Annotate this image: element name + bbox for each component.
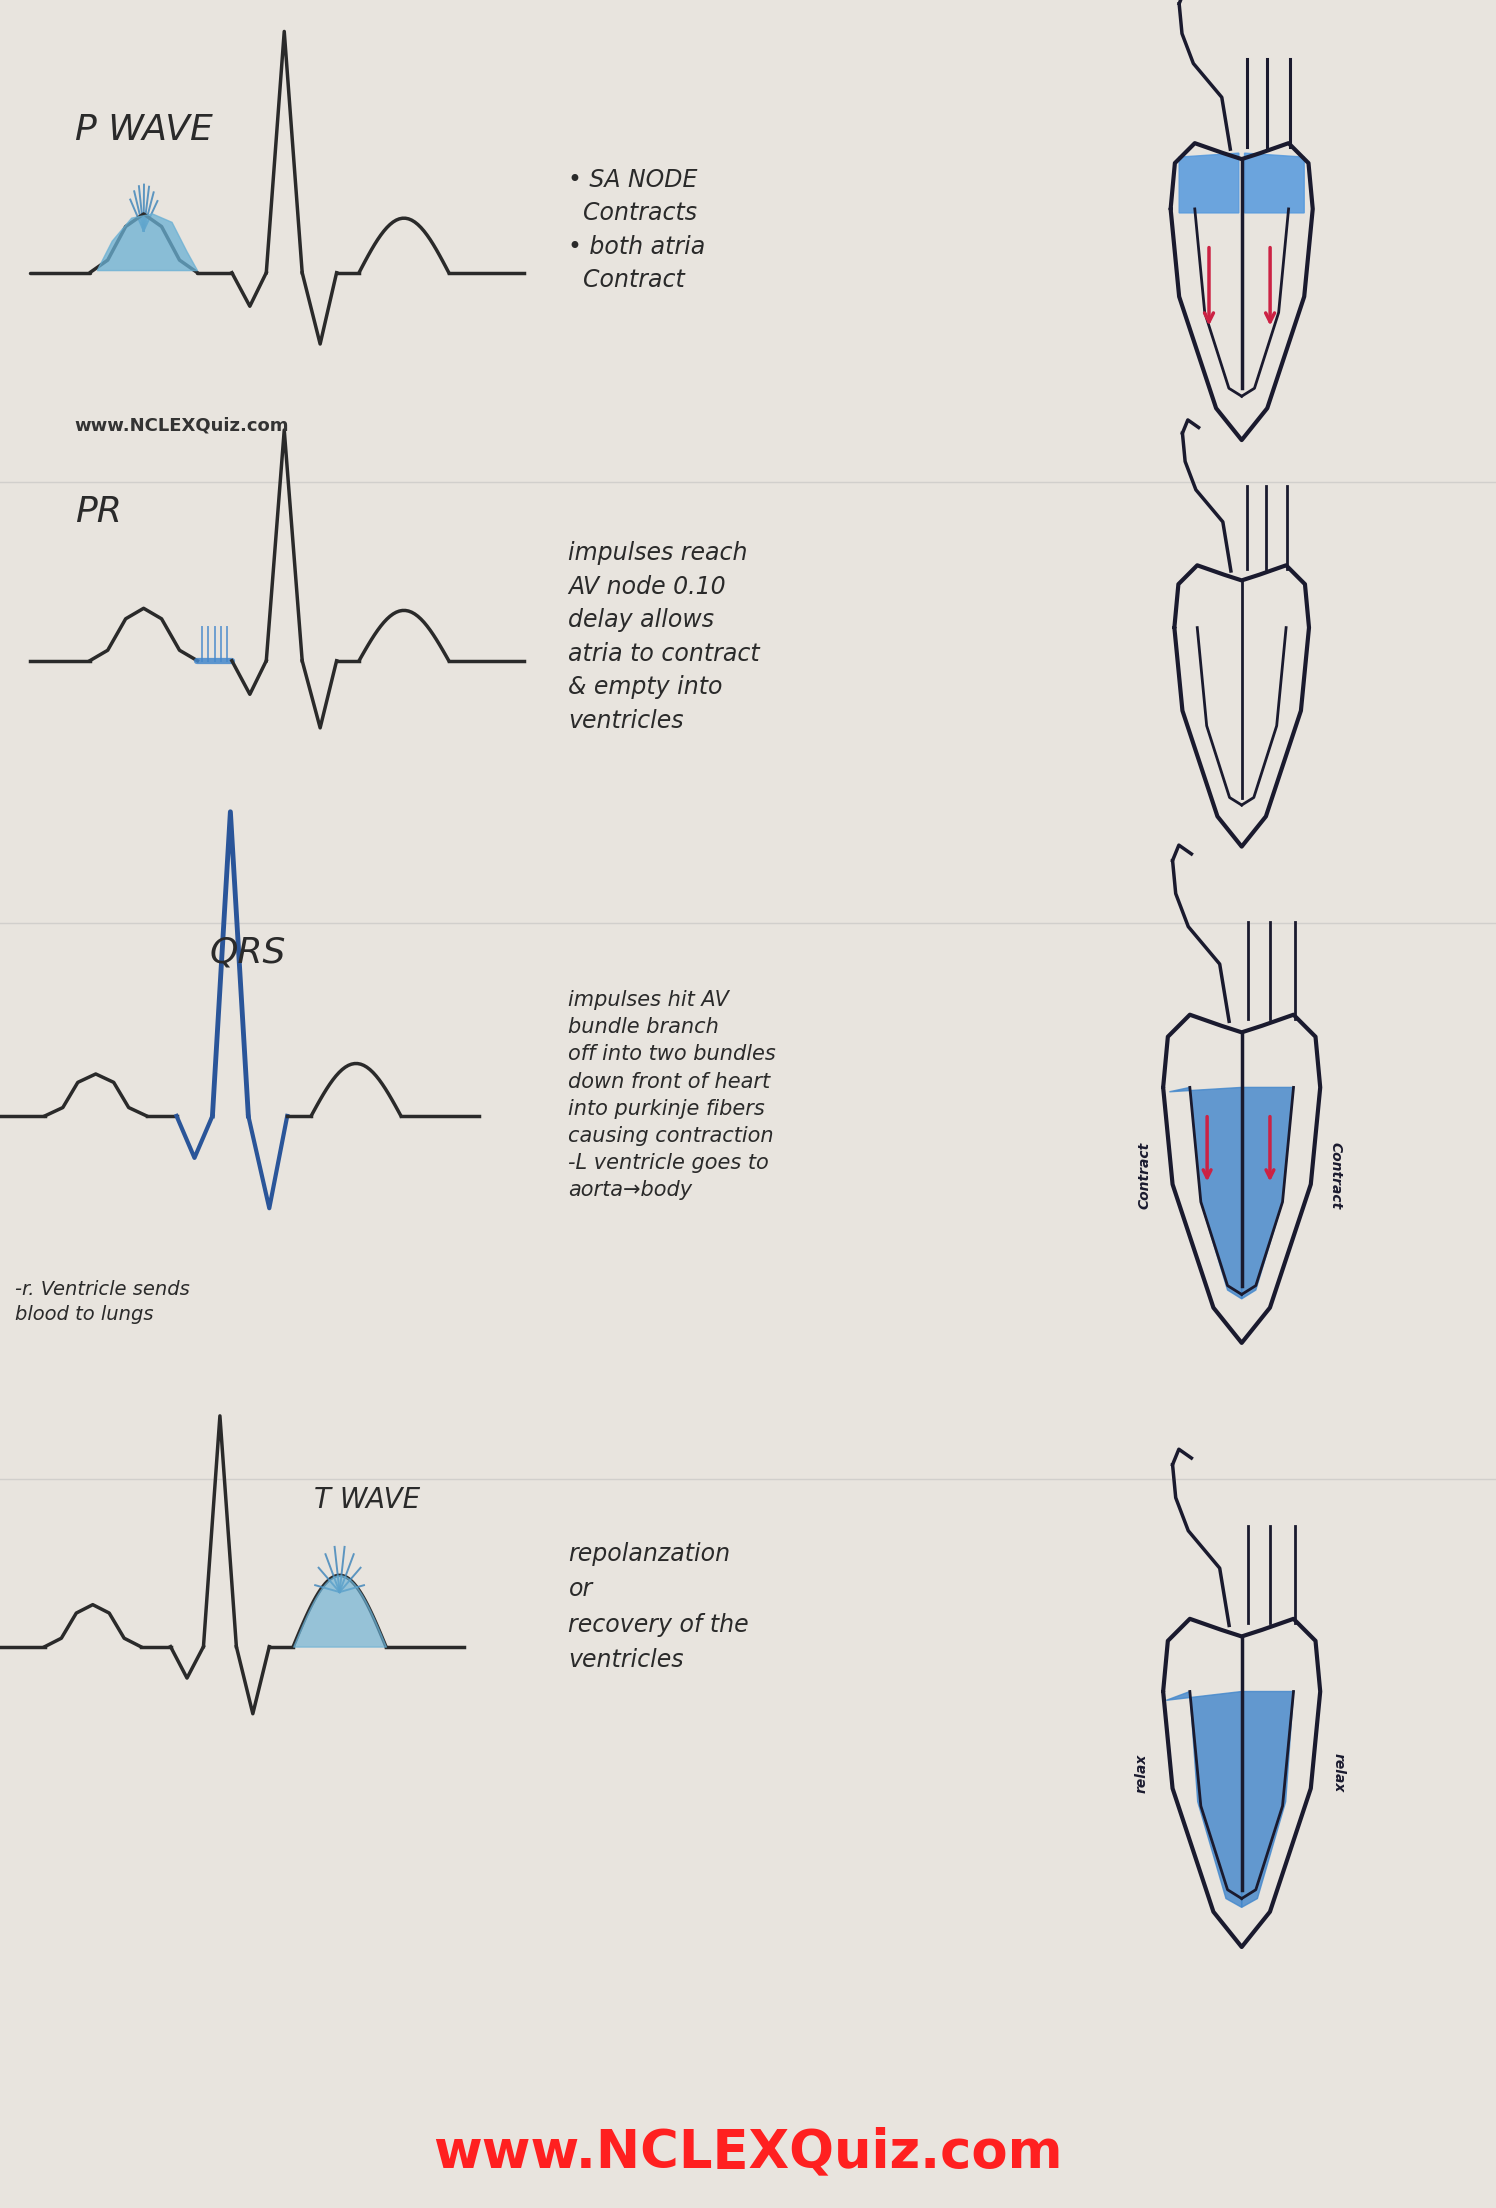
Polygon shape [1242,1086,1294,1298]
Text: Contract: Contract [1137,1142,1152,1210]
Text: impulses hit AV
bundle branch
off into two bundles
down front of heart
into purk: impulses hit AV bundle branch off into t… [568,989,776,1201]
Text: -r. Ventricle sends
blood to lungs: -r. Ventricle sends blood to lungs [15,1281,190,1323]
Text: P WAVE: P WAVE [75,113,212,146]
Text: www.NCLEXQuiz.com: www.NCLEXQuiz.com [434,2126,1062,2179]
Text: relax: relax [1134,1753,1147,1793]
Text: impulses reach
AV node 0.10
delay allows
atria to contract
& empty into
ventricl: impulses reach AV node 0.10 delay allows… [568,541,760,733]
Polygon shape [1245,152,1305,212]
Text: www.NCLEXQuiz.com: www.NCLEXQuiz.com [75,415,289,435]
Polygon shape [97,214,197,272]
Text: repolanzation
or
recovery of the
ventricles: repolanzation or recovery of the ventric… [568,1541,749,1671]
Polygon shape [1167,1691,1242,1908]
Text: PR: PR [75,495,121,528]
Text: T WAVE: T WAVE [314,1486,420,1515]
Text: relax: relax [1331,1753,1346,1793]
Polygon shape [1170,1086,1242,1298]
Text: QRS: QRS [209,936,286,969]
Polygon shape [1242,1691,1294,1908]
Text: Contract: Contract [1328,1142,1343,1210]
Text: • SA NODE
  Contracts
• both atria
  Contract: • SA NODE Contracts • both atria Contrac… [568,168,706,291]
Polygon shape [1179,152,1239,212]
